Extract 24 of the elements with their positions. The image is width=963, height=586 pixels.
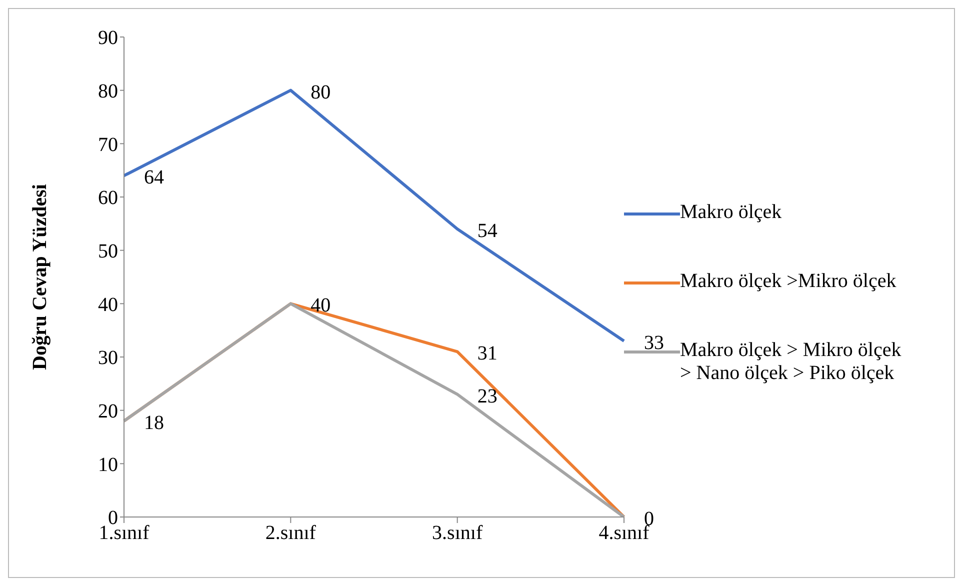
y-tick-label: 90 [98, 27, 118, 50]
y-tick-label: 70 [98, 134, 118, 156]
data-label: 40 [310, 294, 331, 317]
y-tick-label: 0 [108, 507, 118, 530]
data-label: 64 [144, 166, 164, 189]
y-tick-label: 10 [98, 454, 118, 476]
legend-label: Makro ölçek >Mikro ölçek [680, 270, 898, 293]
y-tick-label: 60 [98, 187, 118, 210]
x-tick-label: 2.sınıf [265, 522, 316, 544]
legend-label: Makro ölçek [680, 201, 783, 224]
data-label: 80 [310, 81, 331, 104]
y-tick-label: 50 [98, 240, 118, 262]
data-label: 23 [477, 385, 498, 408]
data-label: 54 [477, 220, 498, 242]
legend-label: Makro ölçek > Mikro ölçek > Nano ölçek > Piko ölçek [680, 339, 902, 385]
y-axis-title: Doğru Cevap Yüzdesi [29, 184, 52, 370]
data-label: 31 [477, 342, 498, 365]
data-label: 18 [144, 412, 164, 434]
y-tick-label: 80 [98, 80, 118, 102]
y-tick-label: 30 [98, 347, 118, 370]
x-tick-label: 3.sınıf [432, 522, 483, 544]
data-label: 33 [644, 332, 664, 354]
y-tick-label: 40 [98, 294, 118, 316]
y-tick-label: 20 [98, 400, 118, 422]
